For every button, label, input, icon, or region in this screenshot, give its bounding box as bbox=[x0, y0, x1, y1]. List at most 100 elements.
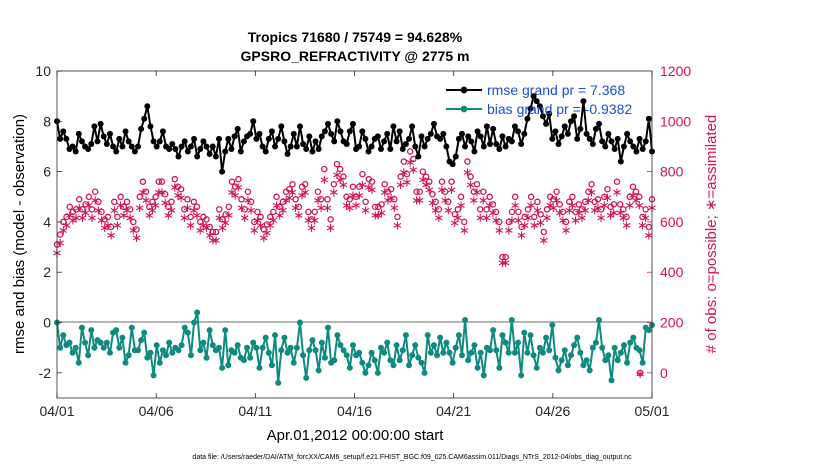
obs-possible-point bbox=[636, 193, 643, 201]
bias-point bbox=[75, 359, 82, 366]
obs-possible-point bbox=[142, 188, 150, 195]
obs-assimilated-point: ∗ bbox=[192, 208, 203, 223]
obs-possible-point bbox=[85, 193, 93, 201]
rmse-point bbox=[119, 143, 126, 150]
obs-assimilated-point: ∗ bbox=[169, 181, 180, 196]
bias-point bbox=[116, 344, 123, 351]
y-axis-label-left: rmse and bias (model - observation) bbox=[11, 114, 28, 354]
obs-assimilated-point: ∗ bbox=[612, 186, 623, 201]
bias-point bbox=[325, 324, 332, 331]
rmse-point bbox=[150, 138, 157, 145]
obs-assimilated-point: ∗ bbox=[443, 203, 454, 218]
obs-assimilated-point: ∗ bbox=[118, 208, 129, 223]
obs-assimilated-point: ∗ bbox=[106, 229, 117, 244]
bias-point bbox=[636, 347, 643, 354]
rmse-point bbox=[409, 123, 416, 130]
obs-possible-point bbox=[461, 218, 468, 226]
x-tick-label: 04/26 bbox=[535, 403, 570, 419]
obs-possible-point bbox=[292, 196, 299, 203]
obs-assimilated-point: ∗ bbox=[589, 203, 600, 218]
rmse-point bbox=[88, 140, 95, 147]
obs-assimilated-point: ∗ bbox=[328, 186, 339, 201]
y-axis-label-right: # of obs: o=possible; ∗=assimilated bbox=[703, 115, 720, 354]
bias-point bbox=[278, 347, 285, 354]
obs-possible-point bbox=[228, 178, 236, 185]
bias-point bbox=[234, 342, 241, 349]
obs-assimilated-point: ∗ bbox=[134, 201, 145, 216]
chart-title-line1: Tropics 71680 / 75749 = 94.628% bbox=[248, 29, 463, 45]
obs-possible-point bbox=[120, 203, 128, 211]
obs-assimilated-point: ∗ bbox=[468, 193, 479, 208]
rmse-point bbox=[328, 130, 335, 137]
rmse-point bbox=[219, 168, 226, 175]
bias-point bbox=[533, 364, 540, 371]
bias-point bbox=[359, 359, 366, 366]
obs-possible-point bbox=[527, 193, 535, 201]
bias-point bbox=[374, 369, 381, 376]
obs-assimilated-point: ∗ bbox=[596, 211, 607, 226]
series-layer: ∗∗∗∗∗∗∗∗∗∗∗∗∗∗∗∗∗∗∗∗∗∗∗∗∗∗∗∗∗∗∗∗∗∗∗∗∗∗∗∗… bbox=[52, 93, 657, 386]
obs-assimilated-point: ∗ bbox=[239, 211, 250, 226]
obs-assimilated-point: ∗ bbox=[341, 198, 352, 213]
y-right-tick-label: 800 bbox=[660, 164, 684, 180]
rmse-point bbox=[624, 130, 631, 137]
obs-possible-point bbox=[349, 183, 357, 190]
obs-possible-point bbox=[117, 193, 124, 201]
rmse-point bbox=[586, 135, 593, 142]
bias-point bbox=[275, 379, 282, 386]
obs-possible-point bbox=[559, 208, 567, 216]
obs-assimilated-point: ∗ bbox=[567, 198, 578, 213]
bias-point bbox=[583, 357, 590, 364]
bias-point bbox=[194, 309, 201, 316]
obs-assimilated-point: ∗ bbox=[526, 198, 537, 213]
bias-point bbox=[608, 377, 615, 384]
rmse-point bbox=[583, 130, 590, 137]
bias-point bbox=[181, 324, 188, 331]
bias-point bbox=[440, 349, 447, 356]
obs-possible-point bbox=[381, 180, 388, 188]
obs-assimilated-point: ∗ bbox=[185, 218, 196, 233]
obs-assimilated-point: ∗ bbox=[621, 218, 632, 233]
bias-point bbox=[384, 339, 391, 346]
rmse-point bbox=[206, 151, 213, 158]
obs-possible-point bbox=[330, 180, 338, 188]
x-tick-label: 04/01 bbox=[39, 403, 74, 419]
obs-possible-point bbox=[88, 206, 96, 213]
obs-assimilated-point: ∗ bbox=[201, 221, 212, 236]
rmse-point bbox=[571, 113, 578, 120]
bias-point bbox=[250, 339, 257, 346]
bias-point bbox=[449, 359, 456, 366]
bias-point bbox=[564, 362, 571, 369]
obs-assimilated-point: ∗ bbox=[465, 178, 476, 193]
bias-point bbox=[265, 349, 272, 356]
bias-point bbox=[580, 362, 587, 369]
obs-assimilated-point: ∗ bbox=[427, 196, 438, 211]
rmse-point bbox=[543, 120, 550, 127]
rmse-point bbox=[184, 148, 191, 155]
obs-assimilated-point: ∗ bbox=[306, 221, 317, 236]
obs-possible-point bbox=[72, 206, 80, 213]
rmse-point bbox=[402, 140, 409, 147]
obs-possible-point bbox=[588, 180, 595, 188]
obs-possible-point bbox=[473, 180, 481, 188]
rmse-point bbox=[577, 125, 584, 132]
obs-assimilated-point: ∗ bbox=[217, 221, 228, 236]
rmse-point bbox=[134, 143, 141, 150]
bias-point bbox=[599, 344, 606, 351]
bias-point bbox=[617, 349, 624, 356]
legend-bias-label: bias grand pr = -0.9382 bbox=[487, 101, 632, 117]
obs-assimilated-point: ∗ bbox=[265, 218, 276, 233]
obs-possible-point bbox=[505, 218, 513, 226]
obs-assimilated-point: ∗ bbox=[580, 203, 591, 218]
bias-point bbox=[290, 359, 297, 366]
rmse-point bbox=[334, 118, 341, 125]
rmse-point bbox=[558, 133, 565, 140]
obs-possible-point bbox=[448, 178, 455, 185]
obs-assimilated-point: ∗ bbox=[290, 201, 301, 216]
rmse-point bbox=[592, 125, 599, 132]
rmse-point bbox=[639, 145, 646, 152]
rmse-point bbox=[91, 123, 98, 130]
bias-point bbox=[586, 367, 593, 374]
rmse-point bbox=[452, 153, 459, 160]
obs-possible-outlier bbox=[636, 369, 644, 377]
